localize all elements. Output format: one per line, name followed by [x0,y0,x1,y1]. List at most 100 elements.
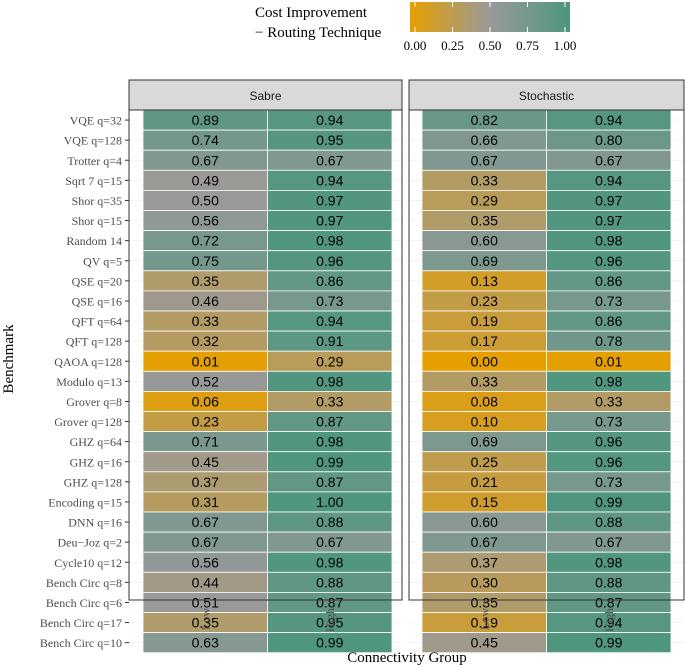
y-tick-label: Grover q=128 [54,415,122,429]
y-tick-label: Sqrt 7 q=15 [65,174,122,188]
cell-value-label: 0.98 [316,554,343,570]
facet-strip-label: Stochastic [519,89,574,103]
cell-value-label: 0.73 [595,474,622,490]
cell-value-label: 0.94 [595,615,622,631]
cell-value-label: 0.15 [471,494,498,510]
cell-value-label: 0.29 [471,192,498,208]
cell-value-label: 0.94 [316,313,343,329]
cell-value-label: 0.35 [192,273,219,289]
cell-value-label: 0.88 [316,514,343,530]
heatmap-cell [267,632,393,654]
cell-value-label: 1.00 [316,494,343,510]
cell-value-label: 0.73 [595,414,622,430]
cell-value-label: 0.52 [192,373,219,389]
cell-value-label: 0.45 [192,454,219,470]
cell-value-label: 0.35 [192,615,219,631]
cell-value-label: 0.21 [471,474,498,490]
cell-value-label: 0.60 [471,233,498,249]
cell-value-label: 0.32 [192,333,219,349]
cell-value-label: 0.13 [471,273,498,289]
cell-value-label: 0.99 [316,454,343,470]
cell-value-label: 0.88 [595,514,622,530]
cell-value-label: 0.46 [192,293,219,309]
legend: Cost Improvement − Routing Technique 0.0… [255,2,576,53]
cell-value-label: 0.37 [471,554,498,570]
cell-value-label: 0.63 [192,635,219,651]
y-tick-label: QFT q=64 [72,315,122,329]
cell-value-label: 0.98 [316,233,343,249]
cell-value-label: 0.94 [316,172,343,188]
cell-value-label: 0.88 [316,574,343,590]
cell-value-label: 0.99 [316,635,343,651]
y-tick-label: Grover q=8 [66,395,122,409]
cell-value-label: 0.97 [316,192,343,208]
cell-value-label: 0.87 [316,474,343,490]
panel-border [128,109,403,601]
cell-value-label: 0.72 [192,233,219,249]
cell-value-label: 0.06 [192,393,219,409]
cell-value-label: 0.33 [595,393,622,409]
cell-value-label: 0.89 [192,112,219,128]
y-tick-label: Bench Circ q=17 [40,616,122,630]
cell-value-label: 0.96 [595,253,622,269]
cell-value-label: 0.80 [595,132,622,148]
y-tick-label: Trotter q=4 [67,154,122,168]
cell-value-label: 0.67 [595,152,622,168]
cell-value-label: 0.30 [471,574,498,590]
legend-tick-label: 1.00 [554,38,577,53]
cell-value-label: 0.56 [192,554,219,570]
cell-value-label: 0.67 [192,534,219,550]
cell-value-label: 0.08 [471,393,498,409]
cell-value-label: 0.98 [595,373,622,389]
cell-value-label: 0.98 [316,373,343,389]
cell-value-label: 0.78 [595,333,622,349]
cell-value-label: 0.67 [192,514,219,530]
cell-value-label: 0.95 [316,132,343,148]
y-tick-label: VQE q=128 [64,134,122,148]
cell-value-label: 0.35 [471,213,498,229]
cell-value-label: 0.67 [471,152,498,168]
y-tick-label: QV q=5 [83,254,122,268]
cell-value-label: 0.99 [595,635,622,651]
cell-value-label: 0.56 [192,213,219,229]
legend-tick-label: 0.50 [479,38,502,53]
cell-value-label: 0.50 [192,192,219,208]
cell-value-label: 0.17 [471,333,498,349]
x-tick-label: Low [198,608,212,630]
facet-strip-label: Sabre [249,89,281,103]
x-axis-title: Connectivity Group [347,650,467,666]
cell-value-label: 0.67 [471,534,498,550]
cell-value-label: 0.86 [595,273,622,289]
cell-value-label: 0.99 [595,494,622,510]
cell-value-label: 0.60 [471,514,498,530]
y-tick-label: Bench Circ q=6 [46,596,122,610]
cell-value-label: 0.31 [192,494,219,510]
cell-value-label: 0.67 [192,152,219,168]
cell-value-label: 0.00 [471,353,498,369]
cell-value-label: 0.98 [595,233,622,249]
y-tick-label: Shor q=35 [72,194,122,208]
heatmap-cell [546,632,672,654]
x-tick-label: High [323,608,337,632]
y-tick-label: Random 14 [66,234,122,248]
facet-panel-sabre: Sabre 0.89 0.74 0.67 0.49 0.50 0.56 0.72 0.75 0.3… [128,79,403,654]
cell-value-label: 0.23 [192,414,219,430]
y-tick-label: QFT q=128 [66,335,122,349]
cell-value-label: 0.33 [192,313,219,329]
legend-title-line2: − Routing Technique [255,25,382,41]
cell-value-label: 0.95 [316,615,343,631]
y-tick-label: QSE q=20 [72,274,122,288]
facet-strip [128,79,403,111]
cell-value-label: 0.82 [471,112,498,128]
cell-value-label: 0.96 [316,253,343,269]
cell-value-label: 0.88 [595,574,622,590]
y-tick-label: Modulo q=13 [56,375,122,389]
y-tick-label: DNN q=16 [68,516,122,530]
cell-value-label: 0.98 [595,554,622,570]
y-tick-label: QAOA q=128 [54,355,122,369]
cell-value-label: 0.71 [192,434,219,450]
legend-tick-label: 0.25 [441,38,464,53]
y-axis-title: Benchmark [1,324,17,394]
x-tick-label: Low [477,608,491,630]
